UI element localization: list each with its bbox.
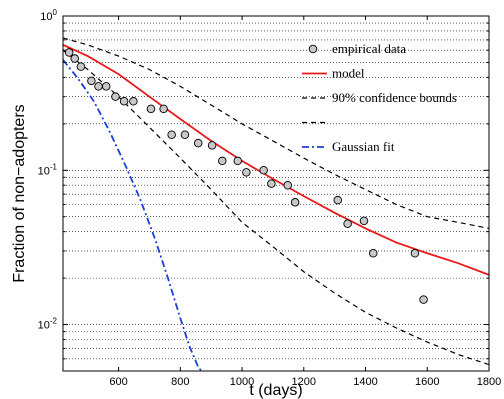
data-point — [283, 180, 292, 190]
y-axis-label: Fraction of non−adopters — [11, 104, 28, 282]
data-point — [218, 156, 227, 166]
data-point — [267, 179, 276, 188]
data-point — [242, 168, 251, 177]
ticks: 600 800 1000 1200 1400 1600 1800 100 10-1 10-2 — [38, 8, 502, 388]
data-point — [146, 104, 156, 114]
data-point — [359, 216, 369, 226]
data-point — [119, 97, 129, 106]
data-point — [111, 92, 120, 101]
data-point — [207, 141, 217, 150]
x-axis-label: t (days) — [249, 382, 302, 399]
x-tick-label: 1200 — [292, 376, 316, 388]
y-tick-label: 100 — [40, 8, 57, 23]
legend-label: Gaussian fit — [332, 139, 395, 154]
plot-frame — [62, 15, 490, 372]
data-point — [101, 82, 111, 91]
data-point — [87, 76, 96, 86]
plot-content — [63, 37, 489, 371]
data-point — [233, 156, 242, 166]
data-point — [180, 130, 190, 139]
y-tick-label: 10-1 — [38, 162, 58, 177]
legend-label: model — [332, 66, 365, 81]
legend-label: 90% confidence bounds — [332, 90, 457, 105]
x-tick-label: 1800 — [477, 376, 501, 388]
x-tick-label: 600 — [109, 376, 127, 388]
data-point — [290, 198, 300, 207]
data-point — [70, 54, 79, 63]
data-point — [76, 62, 86, 71]
data-point — [129, 97, 138, 106]
grid — [63, 22, 489, 360]
x-tick-label: 1600 — [415, 376, 439, 388]
x-tick-label: 1400 — [353, 376, 377, 388]
series-line-gaussian-fit — [63, 59, 204, 371]
legend: empirical data model 90% confidence bounds… — [302, 41, 457, 154]
data-point — [368, 248, 378, 258]
legend-marker — [308, 44, 318, 54]
data-point — [94, 82, 103, 91]
x-tick-label: 800 — [171, 376, 189, 388]
data-point — [167, 130, 176, 139]
series-line-90-confidence-bounds — [63, 37, 489, 229]
data-point — [410, 248, 420, 258]
data-point — [343, 219, 352, 229]
data-point — [259, 166, 268, 175]
data-point — [159, 104, 168, 114]
data-point — [64, 48, 74, 57]
y-tick-label: 10-2 — [38, 317, 58, 332]
data-point — [193, 138, 203, 148]
data-point — [419, 295, 428, 304]
data-point — [333, 195, 342, 205]
legend-label: empirical data — [332, 41, 406, 56]
x-tick-label: 1000 — [230, 376, 254, 388]
